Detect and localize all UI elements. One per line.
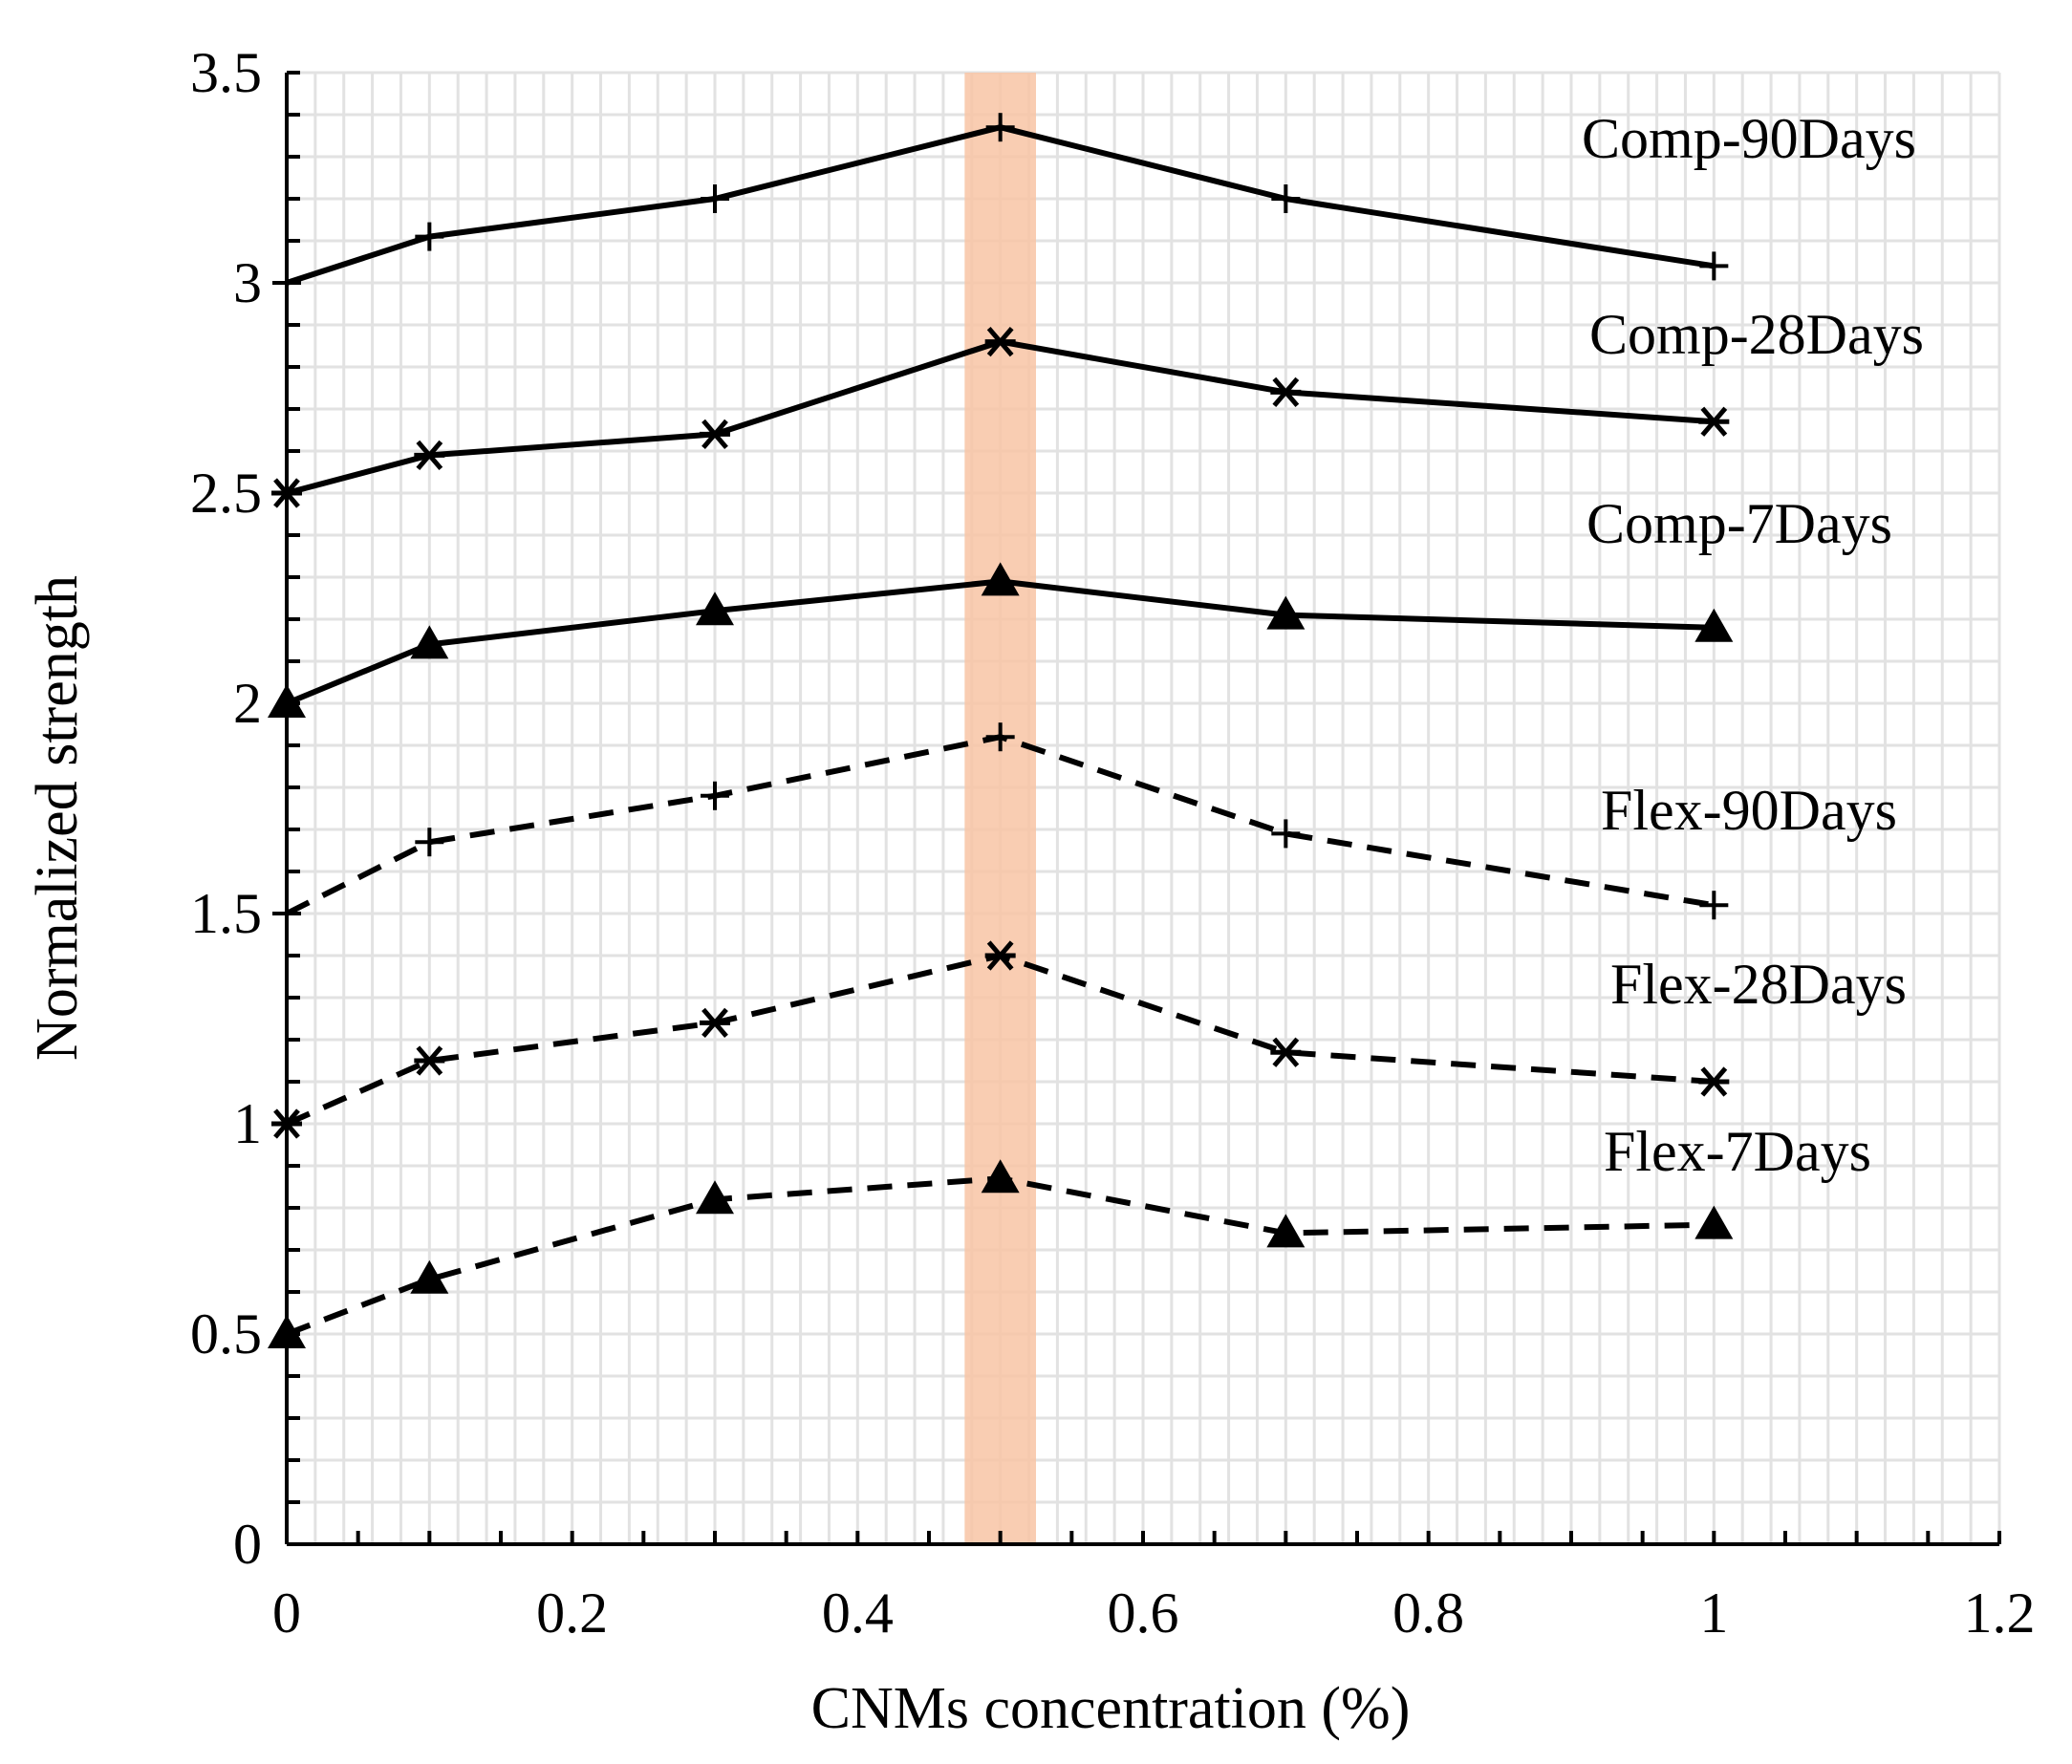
series-label: Flex-28Days — [1610, 953, 1907, 1016]
data-point-triangle — [410, 1259, 449, 1294]
data-point-stroke — [1272, 1037, 1300, 1067]
data-point-star — [1270, 1037, 1302, 1067]
grid — [287, 71, 2001, 1544]
series-flex-28days — [271, 940, 1730, 1139]
data-point-triangle — [1266, 595, 1306, 630]
series-line — [285, 953, 1715, 1127]
series-label: Flex-90Days — [1601, 779, 1897, 842]
data-point-plus — [415, 828, 444, 857]
highlight-band-rect — [964, 73, 1036, 1544]
data-point-stroke — [273, 478, 300, 508]
y-tick-label: 3 — [233, 251, 262, 314]
series-comp-28days — [271, 326, 1730, 508]
data-point-star — [1270, 376, 1302, 408]
x-tick-label: 0.6 — [1108, 1581, 1179, 1645]
data-point-star — [984, 326, 1016, 357]
tick-labels: 0 0.2 0.4 0.6 0.8 1 1.2 0 0.5 1 1.5 2 2.5 3 3.5 — [190, 41, 2036, 1645]
data-point-stroke — [701, 419, 728, 450]
y-tick-label: 2 — [233, 672, 262, 735]
data-point-plus — [985, 722, 1015, 752]
series-label: Comp-90Days — [1582, 107, 1916, 170]
x-tick-label: 0.2 — [536, 1581, 608, 1645]
data-point-stroke — [416, 440, 443, 471]
data-point-plus — [701, 184, 729, 213]
y-tick-label: 2.5 — [190, 462, 262, 525]
data-point-plus — [1271, 819, 1301, 849]
data-point-stroke — [1700, 1066, 1728, 1097]
data-point-stroke — [416, 1045, 443, 1076]
data-point-stroke — [1700, 406, 1728, 437]
series-label: Comp-28Days — [1589, 303, 1924, 366]
data-point-stroke — [1272, 376, 1300, 408]
data-point-triangle — [696, 1180, 734, 1215]
data-point-triangle — [268, 1315, 306, 1348]
data-point-star — [414, 1045, 445, 1076]
data-point-plus — [272, 899, 301, 928]
series-line — [286, 338, 1715, 496]
data-point-triangle — [410, 625, 449, 659]
y-axis-title: Normalized strength — [25, 575, 90, 1061]
series-group — [268, 113, 1734, 1348]
series-line — [285, 1175, 1715, 1337]
series-comp-7days — [268, 562, 1734, 718]
data-point-triangle — [1694, 1205, 1734, 1239]
data-point-plus — [1699, 251, 1729, 281]
data-point-star — [984, 940, 1016, 971]
data-point-stroke — [273, 1108, 300, 1139]
data-point-triangle — [1266, 1214, 1306, 1248]
x-tick-label: 0.8 — [1392, 1581, 1464, 1645]
series-flex-90days — [272, 722, 1729, 928]
series-flex-7days — [268, 1159, 1734, 1348]
x-tick-label: 0 — [272, 1581, 301, 1645]
data-point-triangle — [981, 1159, 1020, 1194]
x-tick-label: 0.4 — [822, 1581, 894, 1645]
data-point-star — [271, 478, 302, 508]
highlight-band — [964, 73, 1036, 1544]
data-point-plus — [415, 222, 444, 251]
data-point-plus — [701, 781, 729, 810]
series-labels: Comp-90Days Comp-28Days Comp-7Days Flex-90D… — [1582, 107, 1924, 1183]
data-point-triangle — [696, 592, 734, 626]
data-point-plus — [1699, 891, 1729, 920]
series-label: Flex-7Days — [1604, 1120, 1871, 1183]
data-point-plus — [985, 113, 1015, 142]
data-point-stroke — [986, 940, 1014, 971]
series-line — [285, 734, 1715, 916]
data-point-plus — [272, 269, 301, 297]
series-line — [286, 124, 1715, 286]
y-tick-label: 3.5 — [190, 41, 262, 104]
series-label: Comp-7Days — [1586, 492, 1892, 555]
data-point-star — [700, 1007, 730, 1039]
data-point-star — [1698, 406, 1730, 437]
data-point-stroke — [986, 326, 1014, 357]
y-tick-label: 0 — [233, 1513, 262, 1576]
series-comp-90days — [272, 113, 1729, 297]
y-tick-label: 1 — [233, 1092, 262, 1155]
data-point-triangle — [981, 562, 1020, 596]
data-point-star — [1698, 1066, 1730, 1097]
data-point-stroke — [701, 1007, 728, 1039]
data-point-triangle — [1694, 608, 1734, 642]
data-point-star — [271, 1108, 302, 1139]
data-point-star — [700, 419, 730, 450]
series-line — [285, 578, 1715, 706]
x-tick-label: 1.2 — [1964, 1581, 2036, 1645]
data-point-star — [414, 440, 445, 471]
y-tick-label: 0.5 — [190, 1302, 262, 1366]
x-axis-title: CNMs concentration (%) — [811, 1676, 1411, 1741]
y-tick-label: 1.5 — [190, 882, 262, 945]
data-point-plus — [1271, 184, 1301, 213]
data-point-triangle — [268, 684, 306, 718]
x-tick-label: 1 — [1699, 1581, 1728, 1645]
